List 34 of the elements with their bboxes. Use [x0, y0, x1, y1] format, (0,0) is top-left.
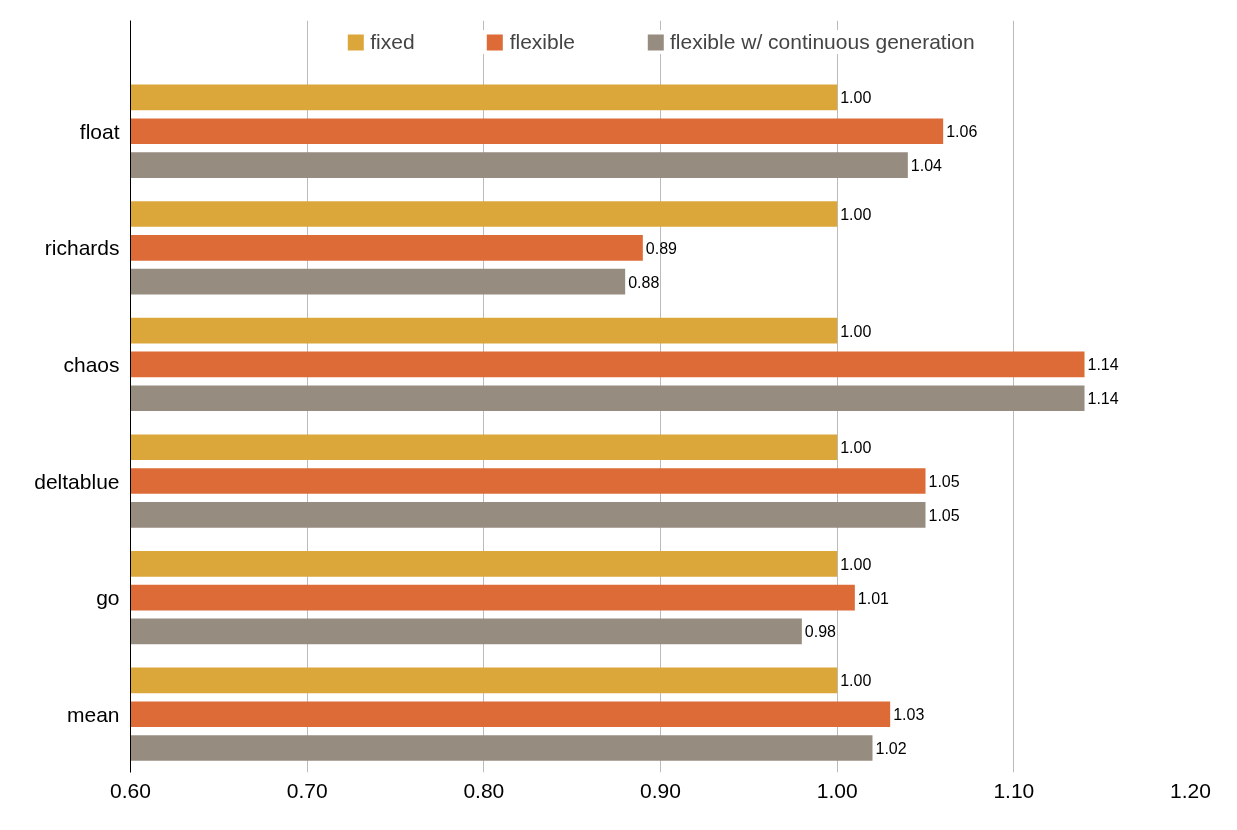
y-tick-label: chaos: [63, 352, 120, 376]
x-tick-label: 1.10: [993, 778, 1035, 802]
data-label: 1.00: [840, 322, 872, 340]
data-label: 1.05: [928, 506, 960, 524]
x-tick-label: 0.90: [640, 778, 681, 802]
data-label: 1.01: [857, 589, 890, 607]
data-label: 1.04: [910, 157, 943, 175]
data-label: 1.14: [1087, 356, 1119, 374]
legend-label: fixed: [370, 30, 415, 54]
x-tick-label: 0.70: [286, 778, 328, 802]
data-label: 1.02: [875, 740, 907, 758]
y-tick-label: float: [79, 119, 120, 143]
data-label: 0.89: [645, 239, 678, 257]
y-tick-label: mean: [66, 702, 120, 726]
x-tick-label: 0.80: [463, 778, 505, 802]
data-label: 1.00: [840, 672, 872, 690]
data-label: 1.00: [840, 555, 872, 573]
x-tick-label: 0.60: [110, 778, 151, 802]
data-label: 1.05: [928, 473, 960, 491]
legend-label: flexible: [509, 30, 576, 54]
data-label: 1.06: [946, 123, 978, 141]
y-tick-label: richards: [44, 236, 120, 260]
data-label: 1.00: [840, 89, 872, 107]
x-tick-label: 1.00: [816, 778, 858, 802]
x-tick-label: 1.20: [1170, 778, 1211, 802]
data-label: 0.98: [804, 623, 837, 641]
data-label: 1.00: [840, 439, 872, 457]
data-label: 1.14: [1087, 390, 1119, 408]
data-label: 1.00: [840, 206, 872, 224]
y-tick-label: deltablue: [34, 469, 120, 493]
data-label: 1.03: [893, 706, 925, 724]
legend-label: flexible w/ continuous generation: [670, 30, 975, 54]
y-tick-label: go: [96, 586, 120, 610]
data-label: 0.88: [628, 273, 660, 291]
